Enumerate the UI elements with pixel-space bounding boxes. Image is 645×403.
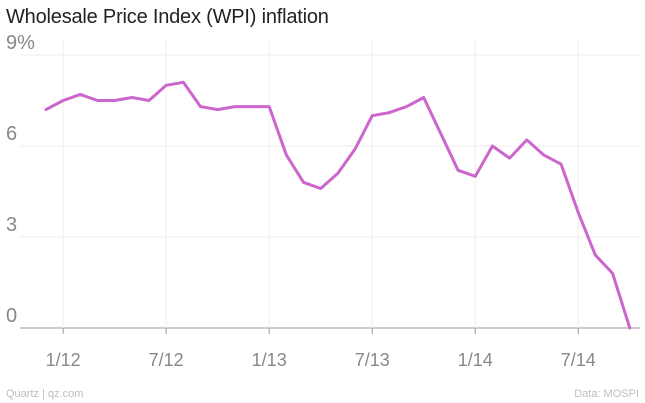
series-layer <box>44 80 632 330</box>
data-point <box>302 181 305 184</box>
y-tick-label: 6 <box>6 123 17 145</box>
y-axis-ticks: 0 3 6 9% <box>6 32 35 327</box>
data-point <box>405 105 408 108</box>
data-point <box>251 105 254 108</box>
data-point <box>233 105 236 108</box>
y-tick-label: 3 <box>6 214 17 236</box>
data-source: Data: MOSPI <box>574 388 639 400</box>
data-point <box>525 138 528 141</box>
data-point <box>130 96 133 99</box>
data-point <box>491 145 494 148</box>
x-tick-label: 1/13 <box>252 350 287 370</box>
data-point <box>439 132 442 135</box>
data-point <box>577 211 580 214</box>
data-point <box>148 99 151 102</box>
data-point <box>371 114 374 117</box>
data-point <box>508 157 511 160</box>
x-tick-label: 7/13 <box>355 350 390 370</box>
data-point <box>560 163 563 166</box>
data-point <box>113 99 116 102</box>
series-line <box>44 80 632 330</box>
grid-lines <box>20 40 640 329</box>
y-tick-label: 9% <box>6 32 35 54</box>
x-tick-label: 7/14 <box>561 350 596 370</box>
source-credit: Quartz | qz.com <box>6 388 84 400</box>
data-point <box>474 175 477 178</box>
x-axis-ticks: 1/12 7/12 1/13 7/13 1/14 7/14 <box>46 328 596 370</box>
data-point <box>216 108 219 111</box>
data-point <box>336 172 339 175</box>
data-point <box>457 169 460 172</box>
x-tick-label: 7/12 <box>149 350 184 370</box>
data-point <box>611 272 614 275</box>
data-point <box>542 154 545 157</box>
data-point <box>319 187 322 190</box>
data-point <box>422 96 425 99</box>
y-tick-label: 0 <box>6 305 17 327</box>
data-point <box>62 99 65 102</box>
data-point <box>79 93 82 96</box>
data-point <box>182 81 185 84</box>
data-point <box>628 327 631 330</box>
chart-title: Wholesale Price Index (WPI) inflation <box>6 6 329 28</box>
data-point <box>354 148 357 151</box>
x-tick-label: 1/14 <box>458 350 493 370</box>
data-point <box>96 99 99 102</box>
data-point <box>165 84 168 87</box>
data-point <box>199 105 202 108</box>
data-point <box>594 254 597 257</box>
data-point <box>268 105 271 108</box>
data-point <box>388 111 391 114</box>
x-tick-label: 1/12 <box>46 350 81 370</box>
data-point <box>285 154 288 157</box>
data-point <box>45 108 48 111</box>
